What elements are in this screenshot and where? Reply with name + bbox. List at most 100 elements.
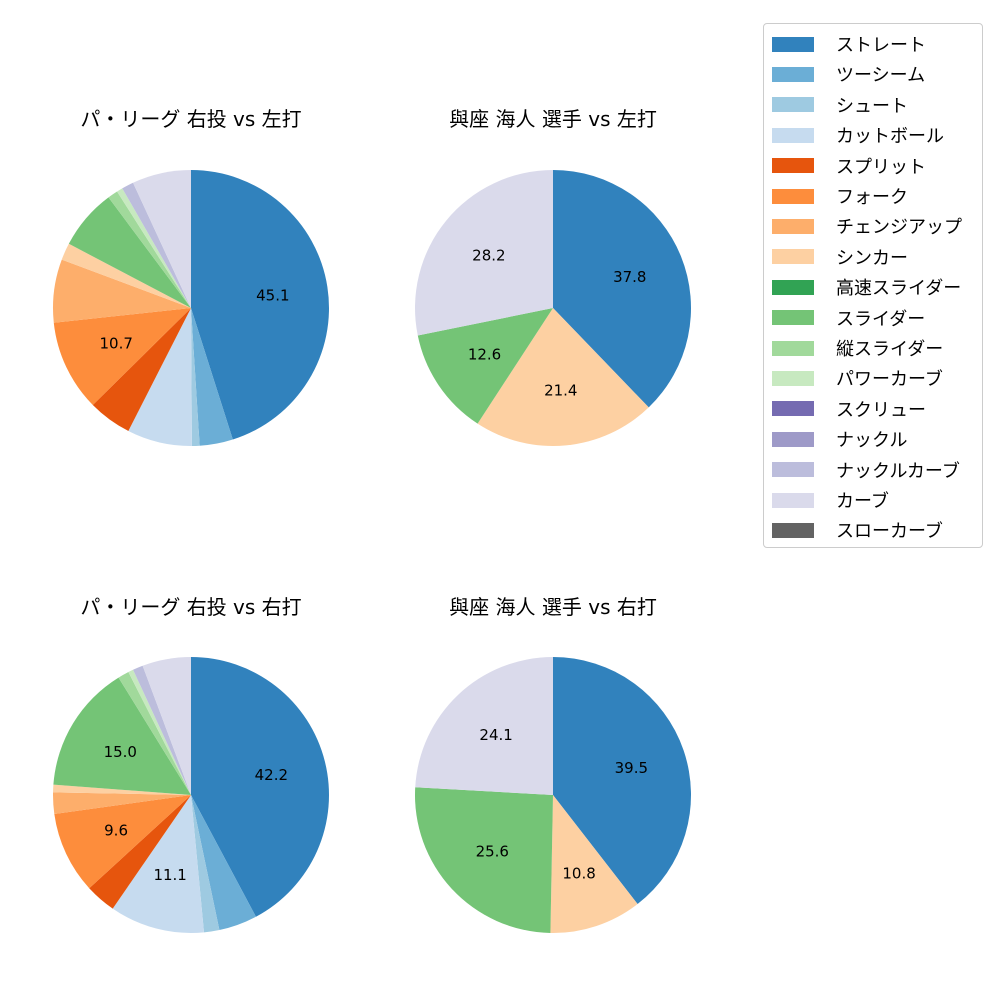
pie-chart-2: 42.2 11.1 9.6 15.0 <box>53 657 329 933</box>
pie-slice <box>118 672 191 795</box>
legend-item: スプリット <box>772 154 926 178</box>
pie-slice-label: 42.2 <box>255 766 288 784</box>
legend-label: シンカー <box>836 247 908 269</box>
pie-slice-label: 45.1 <box>256 286 289 304</box>
pie-slice-label: 10.8 <box>562 865 595 883</box>
legend-label: スライダー <box>836 308 926 330</box>
legend-swatch <box>772 218 814 234</box>
legend-swatch <box>772 97 814 113</box>
legend-swatch <box>772 36 814 52</box>
legend-item: スローカーブ <box>772 518 943 542</box>
pie-slice <box>89 795 191 909</box>
legend-item: パワーカーブ <box>772 366 943 390</box>
legend-item: スライダー <box>772 306 925 330</box>
legend-label: カーブ <box>836 491 889 512</box>
legend-swatch <box>772 492 814 508</box>
legend-item: シンカー <box>772 245 908 269</box>
pie-slice-label: 10.7 <box>99 334 132 352</box>
legend-swatch <box>772 340 814 356</box>
legend-label: フォーク <box>836 187 908 208</box>
legend-item: 縦スライダー <box>772 336 943 360</box>
legend-item: スクリュー <box>772 397 926 421</box>
pie-slice <box>414 787 553 933</box>
chart-title-top-left: パ・リーグ 右投 vs 左打 <box>80 107 302 131</box>
pie-chart-0: 45.1 10.7 <box>53 170 329 446</box>
legend-label: カットボール <box>836 126 944 148</box>
legend-swatch <box>772 401 814 417</box>
pie-slice <box>553 170 692 408</box>
chart-title-top-right: 與座 海人 選手 vs 左打 <box>449 107 657 131</box>
legend-swatch <box>772 431 814 447</box>
pie-chart-3: 39.5 10.8 25.6 24.1 <box>414 657 691 933</box>
pie-slice <box>128 669 191 795</box>
pie-slice <box>191 308 200 446</box>
pie-slice <box>191 170 329 440</box>
pie-slice <box>54 795 192 889</box>
pie-slice <box>133 665 191 795</box>
legend-item: カーブ <box>772 488 889 512</box>
pie-slice-label: 39.5 <box>615 759 648 777</box>
legend-item: カットボール <box>772 123 944 147</box>
legend-item: フォーク <box>772 184 908 208</box>
pie-slice <box>92 308 191 431</box>
legend-label: 縦スライダー <box>836 339 944 360</box>
legend-label: スプリット <box>836 156 926 178</box>
pie-slice <box>415 657 553 795</box>
pie-slice <box>191 657 329 917</box>
pie-slice-label: 37.8 <box>613 268 646 286</box>
legend-label: ナックルカーブ <box>836 460 960 482</box>
legend-swatch <box>772 462 814 478</box>
legend-item: 高速スライダー <box>772 275 961 299</box>
pie-slice <box>191 795 220 933</box>
pie-slice <box>108 191 191 308</box>
legend-swatch <box>772 310 814 326</box>
pie-chart-1: 37.8 21.4 12.6 28.2 <box>415 170 692 447</box>
pie-slice-label: 12.6 <box>468 346 501 364</box>
legend-label: チェンジアップ <box>836 217 962 239</box>
chart-title-bottom-right: 與座 海人 選手 vs 右打 <box>449 595 657 619</box>
pie-slice <box>122 182 191 308</box>
legend-item: ストレート <box>772 32 926 56</box>
pie-slice <box>128 308 192 446</box>
legend-swatch <box>772 188 814 204</box>
pie-slice <box>53 784 191 795</box>
legend-label: パワーカーブ <box>836 369 943 391</box>
pie-slice <box>53 677 191 795</box>
legend-swatch <box>772 522 814 538</box>
legend: ストレートツーシームシュートカットボール スプリットフォークチェンジアップ シンカー… <box>763 23 983 548</box>
legend-swatch <box>772 249 814 265</box>
pie-slice <box>191 795 256 931</box>
legend-item: シュート <box>772 93 908 117</box>
legend-swatch <box>772 158 814 174</box>
legend-item: ツーシーム <box>772 62 925 86</box>
legend-swatch <box>772 370 814 386</box>
pie-slice-label: 11.1 <box>153 866 186 884</box>
legend-item: ナックルカーブ <box>772 458 960 482</box>
legend-swatch <box>772 127 814 143</box>
pie-slice-label: 28.2 <box>472 247 505 265</box>
legend-item: ナックル <box>772 427 907 451</box>
pie-slice <box>191 308 233 446</box>
pie-slice <box>417 308 553 424</box>
pie-slice-label: 25.6 <box>476 842 509 860</box>
pie-slice-label: 9.6 <box>104 821 128 839</box>
pie-slice <box>142 657 191 795</box>
legend-label: ツーシーム <box>836 65 926 87</box>
pie-slice <box>68 197 191 308</box>
pie-slice-label: 15.0 <box>104 743 137 761</box>
pie-slice <box>112 795 204 933</box>
legend-label: シュート <box>836 95 908 117</box>
legend-swatch <box>772 66 814 82</box>
legend-swatch <box>772 279 814 295</box>
legend-label: スローカーブ <box>836 521 943 543</box>
pie-slice <box>133 170 191 308</box>
pie-slice <box>117 188 191 308</box>
legend-label: 高速スライダー <box>836 278 962 300</box>
legend-label: ナックル <box>836 430 908 452</box>
legend-label: ストレート <box>836 35 926 56</box>
pie-slice <box>550 795 638 933</box>
pie-slice-label: 21.4 <box>544 381 577 399</box>
pie-slice <box>415 170 553 336</box>
pie-slice <box>61 243 191 308</box>
